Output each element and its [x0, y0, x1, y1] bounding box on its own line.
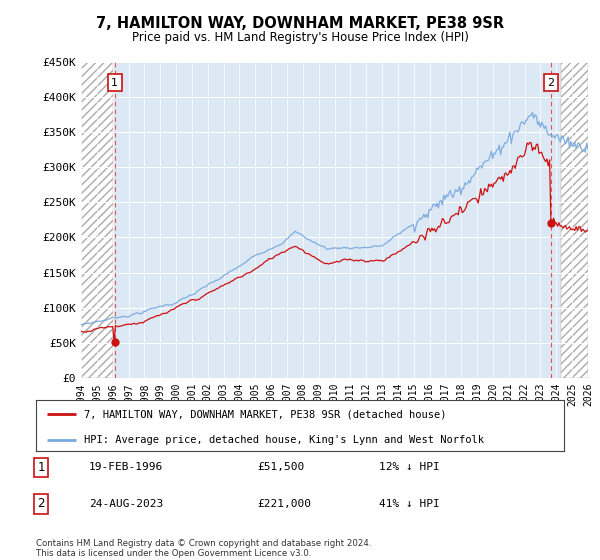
Text: 41% ↓ HPI: 41% ↓ HPI	[379, 499, 440, 508]
Text: 12% ↓ HPI: 12% ↓ HPI	[379, 463, 440, 473]
Text: 7, HAMILTON WAY, DOWNHAM MARKET, PE38 9SR (detached house): 7, HAMILTON WAY, DOWNHAM MARKET, PE38 9S…	[83, 409, 446, 419]
Text: 1: 1	[111, 78, 118, 88]
Text: 24-AUG-2023: 24-AUG-2023	[89, 499, 163, 508]
Text: Price paid vs. HM Land Registry's House Price Index (HPI): Price paid vs. HM Land Registry's House …	[131, 31, 469, 44]
Text: Contains HM Land Registry data © Crown copyright and database right 2024.
This d: Contains HM Land Registry data © Crown c…	[36, 539, 371, 558]
Text: 1: 1	[38, 461, 45, 474]
Text: 7, HAMILTON WAY, DOWNHAM MARKET, PE38 9SR: 7, HAMILTON WAY, DOWNHAM MARKET, PE38 9S…	[96, 16, 504, 31]
Text: HPI: Average price, detached house, King's Lynn and West Norfolk: HPI: Average price, detached house, King…	[83, 435, 484, 445]
Text: £221,000: £221,000	[258, 499, 312, 508]
Text: £51,500: £51,500	[258, 463, 305, 473]
Text: 19-FEB-1996: 19-FEB-1996	[89, 463, 163, 473]
Text: 2: 2	[547, 78, 554, 88]
Text: 2: 2	[38, 497, 45, 510]
